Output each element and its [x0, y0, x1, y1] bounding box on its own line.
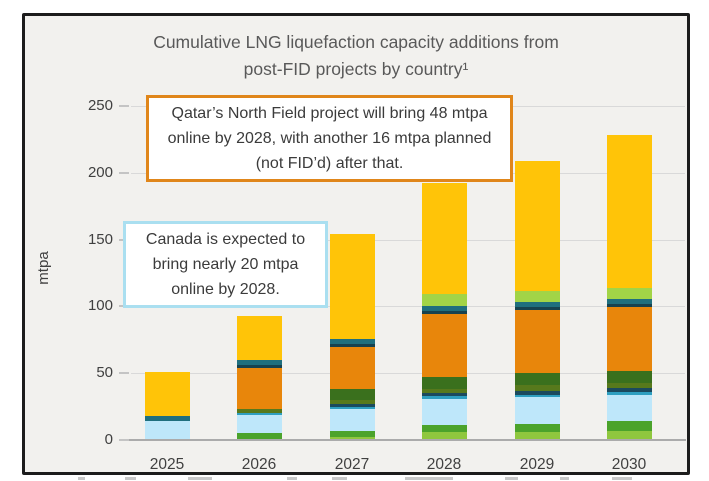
y-tick-200: 200 — [87, 164, 113, 181]
y-tick-250: 250 — [87, 97, 113, 114]
x-label-2025: 2025 — [149, 456, 185, 473]
bar-segment — [607, 288, 652, 299]
y-tick-0: 0 — [104, 431, 113, 448]
chart-figure: Cumulative LNG liquefaction capacity add… — [22, 13, 690, 475]
bar-segment — [237, 414, 282, 434]
bar-segment — [515, 291, 560, 302]
bar-segment — [607, 135, 652, 289]
y-tickmark — [119, 372, 129, 374]
bar-segment — [422, 310, 467, 314]
y-tick-50: 50 — [96, 364, 113, 381]
bar-segment — [607, 421, 652, 431]
bar-segment — [607, 388, 652, 393]
bar-segment — [422, 425, 467, 432]
bar-2025 — [145, 372, 190, 440]
bar-2029 — [515, 160, 560, 440]
bar-segment — [607, 370, 652, 383]
bar-segment — [422, 293, 467, 306]
bar-2026 — [237, 316, 282, 440]
chart-title-line1: Cumulative LNG liquefaction capacity add… — [153, 32, 559, 52]
bar-segment — [330, 346, 375, 390]
bar-segment — [145, 372, 190, 417]
annotation-qatar: Qatar’s North Field project will bring 4… — [146, 95, 513, 182]
bar-segment — [330, 404, 375, 407]
y-axis-title: mtpa — [35, 251, 52, 285]
bar-segment — [422, 393, 467, 397]
bar-2028 — [422, 183, 467, 440]
bar-segment — [607, 298, 652, 305]
bar-segment — [515, 373, 560, 386]
bar-segment — [145, 421, 190, 440]
y-tickmark — [119, 439, 129, 441]
bar-segment — [515, 397, 560, 424]
bar-2027 — [330, 233, 375, 440]
bar-segment — [330, 437, 375, 440]
bar-segment — [515, 423, 560, 432]
y-tick-150: 150 — [87, 231, 113, 248]
bar-segment — [145, 416, 190, 422]
gridline-50 — [131, 373, 685, 374]
bar-segment — [237, 409, 282, 414]
bar-segment — [330, 400, 375, 405]
bar-segment — [515, 309, 560, 374]
bar-segment — [607, 304, 652, 307]
bar-segment — [237, 365, 282, 369]
bar-segment — [330, 409, 375, 431]
bar-segment — [607, 392, 652, 395]
bar-segment — [515, 301, 560, 307]
bar-segment — [330, 406, 375, 410]
bar-segment — [237, 368, 282, 410]
bar-segment — [515, 306, 560, 310]
bar-segment — [330, 233, 375, 339]
bar-segment — [515, 385, 560, 391]
bar-segment — [515, 394, 560, 398]
y-tick-100: 100 — [87, 297, 113, 314]
x-label-2029: 2029 — [519, 456, 555, 473]
bar-segment — [607, 306, 652, 371]
bar-segment — [237, 360, 282, 366]
bar-segment — [330, 389, 375, 401]
bar-segment — [607, 394, 652, 422]
bar-segment — [422, 313, 467, 378]
chart-title-line2: post-FID projects by country¹ — [243, 59, 469, 79]
bar-segment — [422, 431, 467, 440]
x-label-2030: 2030 — [611, 456, 647, 473]
x-label-2027: 2027 — [334, 456, 370, 473]
gridline-100 — [131, 306, 685, 307]
bar-segment — [422, 396, 467, 399]
bar-segment — [330, 430, 375, 438]
bar-segment — [422, 398, 467, 426]
bar-segment — [422, 377, 467, 390]
annotation-canada: Canada is expected to bring nearly 20 mt… — [123, 221, 328, 308]
bar-segment — [422, 305, 467, 311]
bar-segment — [515, 431, 560, 440]
bar-segment — [330, 338, 375, 345]
x-axis-line — [129, 439, 686, 441]
bar-segment — [422, 389, 467, 394]
bar-segment — [607, 382, 652, 389]
x-label-2028: 2028 — [426, 456, 462, 473]
footnote-cutoff — [0, 475, 709, 481]
y-tickmark — [119, 172, 129, 174]
bar-segment — [607, 430, 652, 440]
y-tickmark — [119, 105, 129, 107]
bar-2030 — [607, 135, 652, 440]
bar-segment — [237, 433, 282, 440]
bar-segment — [237, 316, 282, 361]
bar-segment — [422, 183, 467, 294]
chart-title: Cumulative LNG liquefaction capacity add… — [25, 29, 687, 83]
x-label-2026: 2026 — [241, 456, 277, 473]
bar-segment — [515, 160, 560, 292]
bar-segment — [330, 344, 375, 347]
bar-segment — [237, 413, 282, 415]
gridline-150 — [131, 240, 685, 241]
bar-segment — [515, 390, 560, 395]
